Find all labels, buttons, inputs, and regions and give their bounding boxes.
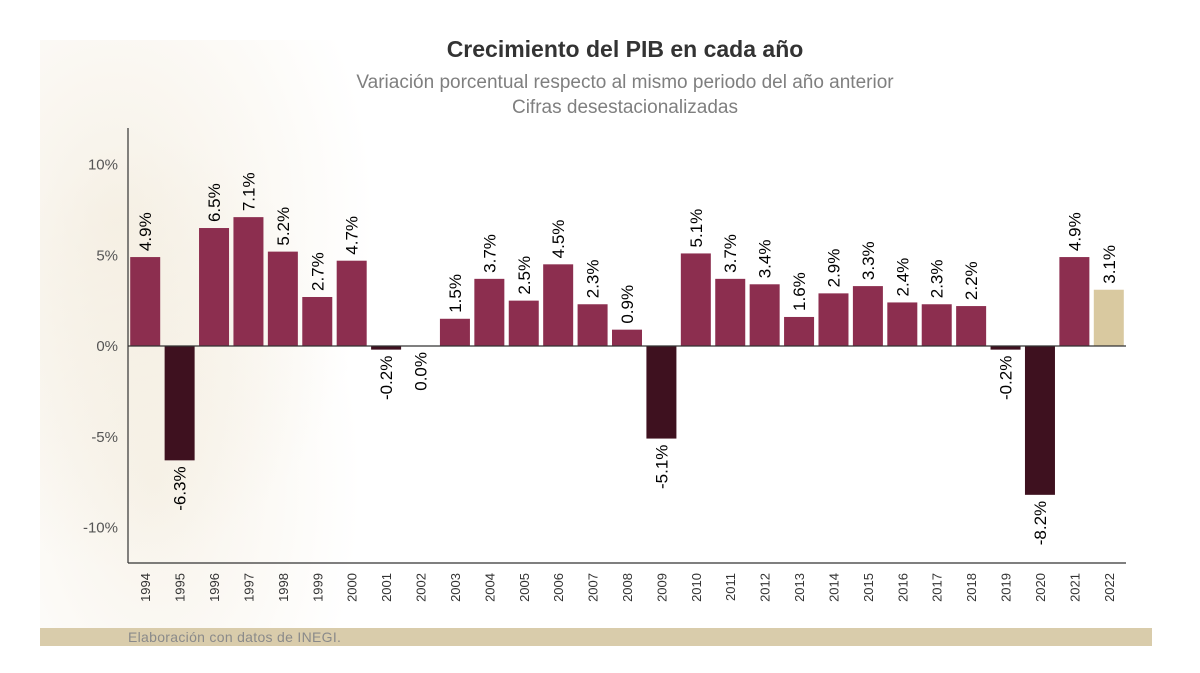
y-tick-label: 0% xyxy=(96,338,118,355)
bar-2015 xyxy=(852,286,883,346)
chart-title: Crecimiento del PIB en cada año xyxy=(446,36,804,62)
data-label-2019: -0.2% xyxy=(997,356,1016,400)
data-label-2006: 4.5% xyxy=(549,220,568,259)
bar-2009 xyxy=(646,346,677,439)
data-label-2012: 3.4% xyxy=(756,240,775,279)
bar-2004 xyxy=(474,278,505,346)
x-tick-label-2008: 2008 xyxy=(620,573,635,602)
source-note: Elaboración con datos de INEGI. xyxy=(128,629,342,645)
data-label-2010: 5.1% xyxy=(687,209,706,248)
data-label-2020: -8.2% xyxy=(1031,501,1050,545)
data-label-2015: 3.3% xyxy=(859,241,878,280)
bar-2020 xyxy=(1024,346,1055,495)
x-tick-label-1995: 1995 xyxy=(173,573,188,602)
bar-2007 xyxy=(577,304,608,346)
bar-2000 xyxy=(336,260,367,346)
x-tick-label-1994: 1994 xyxy=(138,573,153,602)
x-tick-label-2002: 2002 xyxy=(414,573,429,602)
x-tick-label-2012: 2012 xyxy=(758,573,773,602)
x-tick-label-2003: 2003 xyxy=(448,573,463,602)
x-tick-label-2001: 2001 xyxy=(379,573,394,602)
bar-2001 xyxy=(371,346,402,350)
x-tick-label-1998: 1998 xyxy=(276,573,291,602)
x-tick-label-2004: 2004 xyxy=(482,573,497,602)
bar-2012 xyxy=(749,284,780,346)
x-tick-label-2021: 2021 xyxy=(1067,573,1082,602)
x-tick-label-2013: 2013 xyxy=(792,573,807,602)
x-tick-label-2022: 2022 xyxy=(1102,573,1117,602)
bar-1994 xyxy=(130,257,161,346)
x-tick-label-2016: 2016 xyxy=(895,573,910,602)
data-label-2017: 2.3% xyxy=(928,260,947,299)
x-tick-label-2009: 2009 xyxy=(654,573,669,602)
data-label-2021: 4.9% xyxy=(1065,212,1084,251)
data-label-1995: -6.3% xyxy=(171,466,190,510)
data-label-2002: 0.0% xyxy=(412,352,431,391)
bar-1996 xyxy=(199,228,230,346)
x-tick-label-2006: 2006 xyxy=(551,573,566,602)
bar-2014 xyxy=(818,293,849,346)
data-label-1999: 2.7% xyxy=(308,252,327,291)
data-label-2004: 3.7% xyxy=(480,234,499,273)
data-label-2008: 0.9% xyxy=(618,285,637,324)
data-label-2022: 3.1% xyxy=(1100,245,1119,284)
data-label-1997: 7.1% xyxy=(239,172,258,211)
bar-2022 xyxy=(1093,289,1124,346)
bar-1997 xyxy=(233,217,264,346)
bar-2005 xyxy=(508,300,539,346)
bar-2016 xyxy=(887,302,918,346)
data-label-2013: 1.6% xyxy=(790,272,809,311)
data-label-2000: 4.7% xyxy=(343,216,362,255)
x-tick-label-2020: 2020 xyxy=(1033,573,1048,602)
data-label-1994: 4.9% xyxy=(136,212,155,251)
data-label-2016: 2.4% xyxy=(893,258,912,297)
data-label-1998: 5.2% xyxy=(274,207,293,246)
data-label-2007: 2.3% xyxy=(584,260,603,299)
x-tick-label-2011: 2011 xyxy=(723,573,738,601)
x-tick-label-1997: 1997 xyxy=(241,573,256,602)
bar-2018 xyxy=(956,306,987,346)
x-tick-label-1999: 1999 xyxy=(310,573,325,602)
bar-2006 xyxy=(543,264,574,346)
chart-subtitle-line1: Variación porcentual respecto al mismo p… xyxy=(356,72,894,93)
data-label-2011: 3.7% xyxy=(721,234,740,273)
x-tick-label-2018: 2018 xyxy=(964,573,979,602)
bar-2011 xyxy=(715,278,746,346)
data-label-2009: -5.1% xyxy=(652,445,671,489)
bar-2021 xyxy=(1059,257,1090,346)
y-tick-label: 10% xyxy=(88,157,118,174)
x-tick-label-2017: 2017 xyxy=(930,573,945,602)
bar-2010 xyxy=(680,253,711,346)
bar-2008 xyxy=(612,329,642,346)
bar-2019 xyxy=(990,346,1021,350)
bar-1995 xyxy=(164,346,195,461)
x-tick-label-1996: 1996 xyxy=(207,573,222,602)
x-tick-label-2005: 2005 xyxy=(517,573,532,602)
bar-1999 xyxy=(302,296,333,346)
bar-1998 xyxy=(267,251,298,346)
bar-2013 xyxy=(784,316,815,346)
y-tick-label: -10% xyxy=(83,520,118,537)
x-tick-label-2007: 2007 xyxy=(586,573,601,602)
x-tick-label-2019: 2019 xyxy=(999,573,1014,602)
data-label-2018: 2.2% xyxy=(962,261,981,300)
chart-subtitle-line2: Cifras desestacionalizadas xyxy=(511,97,738,118)
y-tick-label: -5% xyxy=(91,429,118,446)
bar-2003 xyxy=(439,318,470,346)
data-label-1996: 6.5% xyxy=(205,183,224,222)
bar-2017 xyxy=(921,304,952,346)
y-tick-label: 5% xyxy=(96,247,118,264)
x-tick-label-2000: 2000 xyxy=(345,573,360,602)
x-tick-label-2014: 2014 xyxy=(826,573,841,602)
x-tick-label-2010: 2010 xyxy=(689,573,704,602)
data-label-2005: 2.5% xyxy=(515,256,534,295)
data-label-2001: -0.2% xyxy=(377,356,396,400)
footer-bar xyxy=(40,628,1152,646)
data-label-2003: 1.5% xyxy=(446,274,465,313)
x-tick-label-2015: 2015 xyxy=(861,573,876,602)
data-label-2014: 2.9% xyxy=(824,249,843,288)
